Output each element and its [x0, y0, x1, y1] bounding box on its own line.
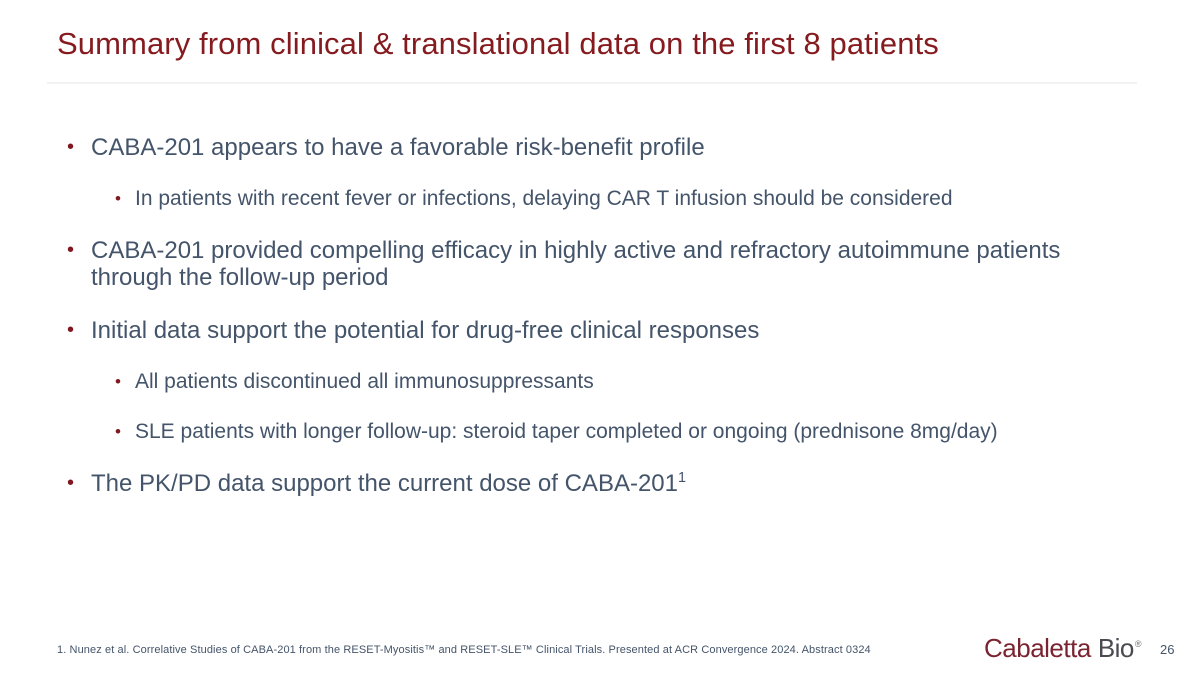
footnote-reference-superscript: 1 — [678, 470, 687, 486]
bullet-item: • In patients with recent fever or infec… — [57, 187, 1142, 211]
footnote-citation: 1. Nunez et al. Correlative Studies of C… — [57, 644, 871, 656]
bullet-item: • CABA-201 provided compelling efficacy … — [57, 237, 1142, 291]
bullet-text: In patients with recent fever or infecti… — [135, 187, 953, 210]
bullet-marker-icon: • — [115, 422, 121, 441]
title-divider — [47, 82, 1137, 84]
bullet-marker-icon: • — [67, 472, 75, 494]
logo-brand-text: Cabaletta — [984, 633, 1091, 663]
bullet-item: • All patients discontinued all immunosu… — [57, 370, 1142, 394]
bullet-item: • Initial data support the potential for… — [57, 317, 1142, 344]
bullet-text: CABA-201 appears to have a favorable ris… — [91, 134, 705, 161]
bullet-marker-icon: • — [67, 136, 75, 158]
slide-title: Summary from clinical & translational da… — [57, 26, 939, 61]
logo-suffix-text: Bio — [1097, 633, 1135, 663]
bullet-text: Initial data support the potential for d… — [91, 317, 760, 344]
bullet-text: The PK/PD data support the current dose … — [91, 470, 1142, 497]
bullet-text: CABA-201 provided compelling efficacy in… — [91, 237, 1061, 291]
bullet-text: SLE patients with longer follow-up: ster… — [135, 420, 998, 443]
bullet-item: • The PK/PD data support the current dos… — [57, 470, 1142, 497]
bullet-marker-icon: • — [115, 372, 121, 391]
bullet-list: • CABA-201 appears to have a favorable r… — [57, 134, 1142, 523]
bullet-text-main: The PK/PD data support the current dose … — [91, 470, 678, 497]
bullet-marker-icon: • — [67, 319, 75, 341]
cabaletta-bio-logo: Cabaletta Bio® — [984, 633, 1142, 664]
bullet-text: All patients discontinued all immunosupp… — [135, 370, 594, 393]
page-number: 26 — [1160, 642, 1175, 657]
bullet-item: • CABA-201 appears to have a favorable r… — [57, 134, 1142, 161]
bullet-marker-icon: • — [115, 189, 121, 208]
bullet-item: • SLE patients with longer follow-up: st… — [57, 420, 1142, 444]
bullet-marker-icon: • — [67, 239, 75, 261]
registered-trademark-icon: ® — [1134, 639, 1142, 650]
